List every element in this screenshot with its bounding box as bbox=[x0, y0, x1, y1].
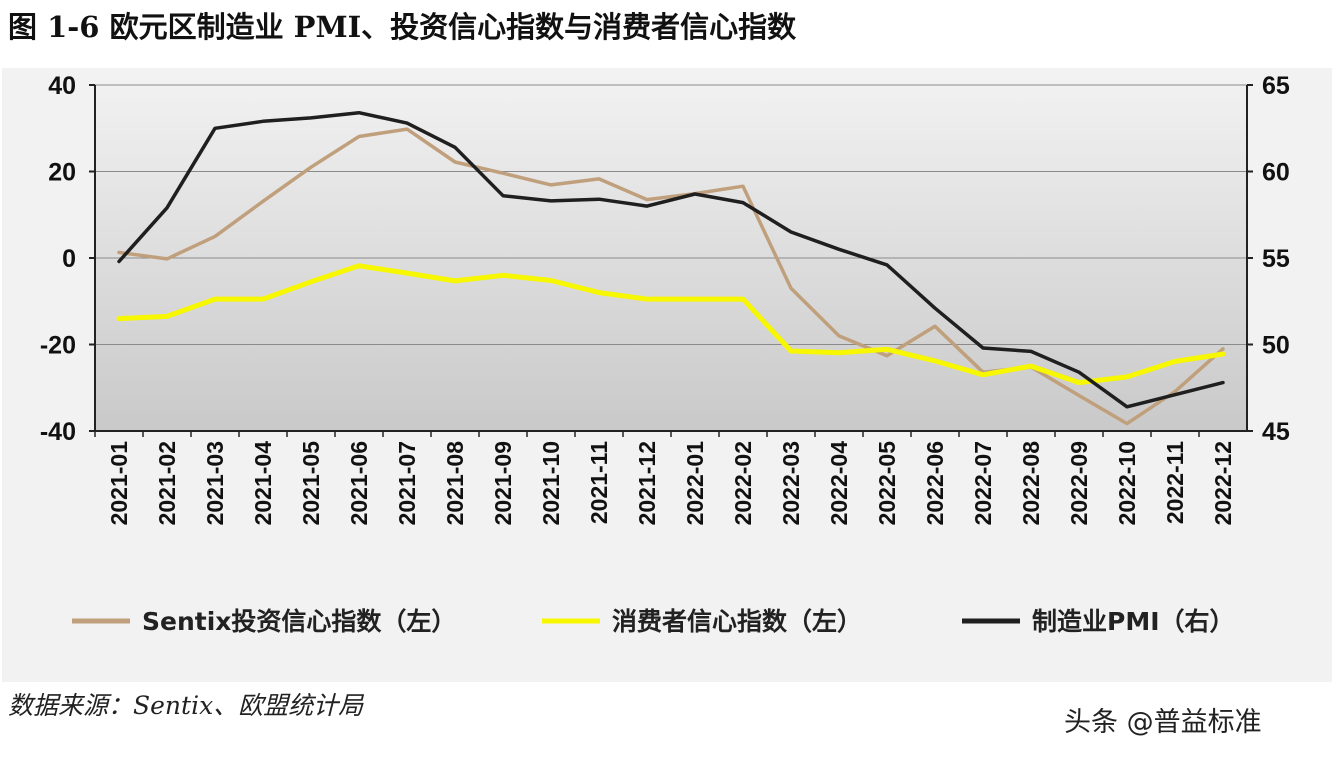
x-tick-label: 2022-05 bbox=[874, 441, 900, 526]
y-right-tick-label: 55 bbox=[1262, 245, 1290, 273]
y-left-tick-label: 20 bbox=[48, 159, 76, 187]
y-right-tick-label: 50 bbox=[1262, 332, 1290, 360]
gridlines bbox=[95, 84, 1247, 345]
x-tick-label: 2022-02 bbox=[730, 441, 756, 525]
legend-label-1: 消费者信心指数（左） bbox=[612, 607, 862, 636]
x-tick-label: 2022-06 bbox=[922, 441, 948, 525]
x-tick-label: 2021-05 bbox=[298, 441, 324, 526]
x-tick-label: 2021-07 bbox=[394, 441, 420, 525]
x-tick-label: 2021-03 bbox=[202, 441, 228, 525]
line-chart: 40 20 0 -20 -40 65 60 55 50 45 2021-01 2021-02 2021-… bbox=[40, 72, 1290, 636]
y-right-tick-label: 45 bbox=[1262, 418, 1290, 446]
x-tick-label: 2022-11 bbox=[1162, 441, 1188, 524]
x-tick-label: 2021-04 bbox=[250, 441, 276, 526]
source-note: 数据来源：Sentix、欧盟统计局 bbox=[8, 691, 364, 720]
axes: 40 20 0 -20 -40 65 60 55 50 45 2021-01 2021-02 2021-… bbox=[40, 72, 1290, 525]
chart-panel: 40 20 0 -20 -40 65 60 55 50 45 2021-01 2021-02 2021-… bbox=[2, 68, 1332, 682]
x-tick-label: 2022-01 bbox=[682, 441, 708, 526]
y-left-tick-label: 40 bbox=[48, 72, 76, 100]
x-tick-label: 2021-11 bbox=[586, 441, 612, 524]
series-lines bbox=[116, 110, 1226, 426]
x-tick-label: 2021-08 bbox=[442, 441, 468, 526]
y-right-tick-label: 60 bbox=[1262, 159, 1290, 187]
x-tick-label: 2021-01 bbox=[106, 441, 132, 526]
x-tick-label: 2021-06 bbox=[346, 441, 372, 525]
x-tick-label: 2021-10 bbox=[538, 441, 564, 525]
x-tick-label: 2022-03 bbox=[778, 441, 804, 525]
legend-label-2: 制造业PMI（右） bbox=[1032, 607, 1235, 636]
x-tick-label: 2022-04 bbox=[826, 441, 852, 526]
y-left-tick-label: 0 bbox=[62, 245, 76, 273]
x-tick-label: 2022-08 bbox=[1018, 441, 1044, 526]
x-tick-label: 2022-07 bbox=[970, 441, 996, 525]
series-line-2 bbox=[117, 110, 1225, 409]
legend: Sentix投资信心指数（左） 消费者信心指数（左） 制造业PMI（右） bbox=[72, 607, 1235, 636]
series-line-0 bbox=[117, 127, 1225, 426]
x-tick-label: 2022-09 bbox=[1066, 441, 1092, 525]
y-right-tick-label: 65 bbox=[1262, 72, 1290, 100]
legend-label-0: Sentix投资信心指数（左） bbox=[142, 607, 456, 636]
x-tick-label: 2021-12 bbox=[634, 441, 660, 525]
x-tick-label: 2021-09 bbox=[490, 441, 516, 525]
y-left-tick-label: -40 bbox=[40, 418, 76, 446]
watermark: 头条 @普益标准 bbox=[1064, 707, 1262, 738]
x-tick-label: 2022-12 bbox=[1210, 441, 1236, 525]
figure-title: 图 1-6 欧元区制造业 PMI、投资信心指数与消费者信心指数 bbox=[8, 10, 797, 44]
y-left-tick-label: -20 bbox=[40, 332, 76, 360]
x-tick-label: 2022-10 bbox=[1114, 441, 1140, 525]
series-line-1 bbox=[116, 263, 1226, 386]
x-tick-label: 2021-02 bbox=[154, 441, 180, 525]
